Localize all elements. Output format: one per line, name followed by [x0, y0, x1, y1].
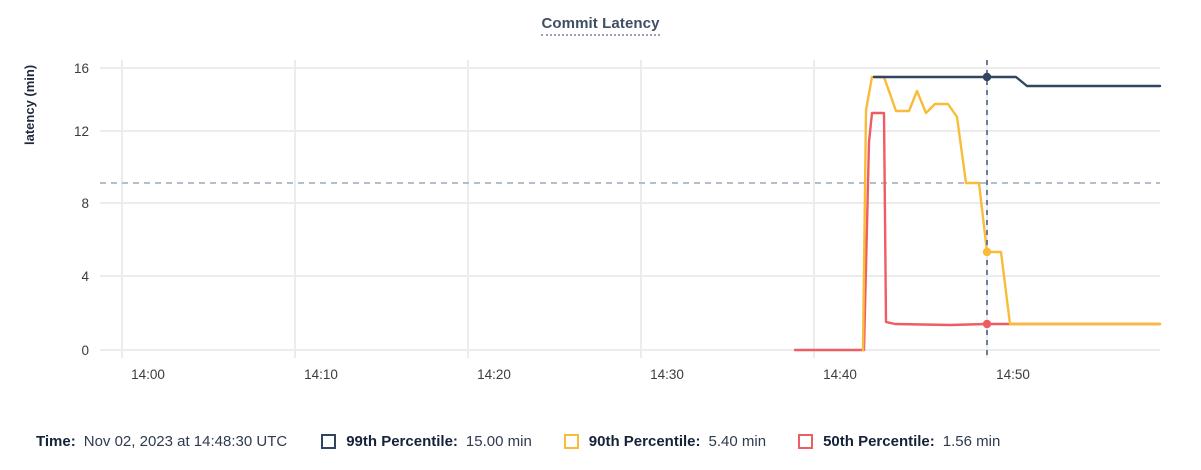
chart-title-text: Commit Latency	[541, 15, 660, 36]
svg-text:12: 12	[74, 124, 89, 139]
y-tick-labels: 16 12 8 4 0	[74, 61, 90, 358]
legend-value-99th: 15.00 min	[465, 432, 532, 450]
legend-item-50th[interactable]: 50th Percentile: 1.56 min	[798, 433, 1000, 450]
x-gridlines	[121, 60, 988, 358]
svg-text:0: 0	[81, 343, 89, 358]
legend-value-50th: 1.56 min	[942, 432, 1001, 450]
plot-area: 16 12 8 4 0 14:00 14:10 14:20 14:30 14:4…	[74, 60, 1162, 382]
chart-title: Commit Latency	[0, 15, 1201, 36]
legend-swatch-50th-icon	[798, 433, 814, 449]
svg-text:14:20: 14:20	[477, 367, 511, 382]
legend-label-50th: 50th Percentile:	[823, 432, 935, 450]
legend-time-value: Nov 02, 2023 at 14:48:30 UTC	[83, 432, 288, 450]
legend-time-label: Time:	[36, 432, 76, 450]
svg-text:14:40: 14:40	[823, 367, 857, 382]
legend-time: Time: Nov 02, 2023 at 14:48:30 UTC	[36, 433, 287, 450]
legend-value-90th: 5.40 min	[708, 432, 767, 450]
legend-label-90th: 90th Percentile:	[588, 432, 701, 450]
legend-swatch-99th-icon	[321, 433, 337, 449]
svg-text:16: 16	[74, 61, 89, 76]
marker-50th	[982, 319, 992, 329]
legend-label-99th: 99th Percentile:	[346, 432, 458, 450]
chart-legend: Time: Nov 02, 2023 at 14:48:30 UTC 99th …	[0, 412, 1201, 470]
series-line-50th	[793, 111, 1162, 352]
legend-item-90th[interactable]: 90th Percentile: 5.40 min	[563, 432, 767, 450]
y-gridlines	[100, 67, 1160, 351]
svg-text:14:10: 14:10	[304, 367, 338, 382]
legend-item-99th[interactable]: 99th Percentile: 15.00 min	[321, 433, 532, 450]
svg-text:4: 4	[81, 269, 89, 284]
marker-90th	[982, 247, 992, 257]
svg-text:14:30: 14:30	[650, 367, 684, 382]
svg-text:14:00: 14:00	[131, 367, 165, 382]
marker-99th	[982, 72, 992, 82]
legend-swatch-90th-icon	[563, 433, 579, 449]
svg-text:8: 8	[81, 196, 89, 211]
x-tick-labels: 14:00 14:10 14:20 14:30 14:40 14:50	[131, 367, 1030, 382]
series-line-90th	[861, 75, 1162, 352]
series-line-99th	[872, 75, 1162, 88]
svg-text:14:50: 14:50	[996, 367, 1030, 382]
